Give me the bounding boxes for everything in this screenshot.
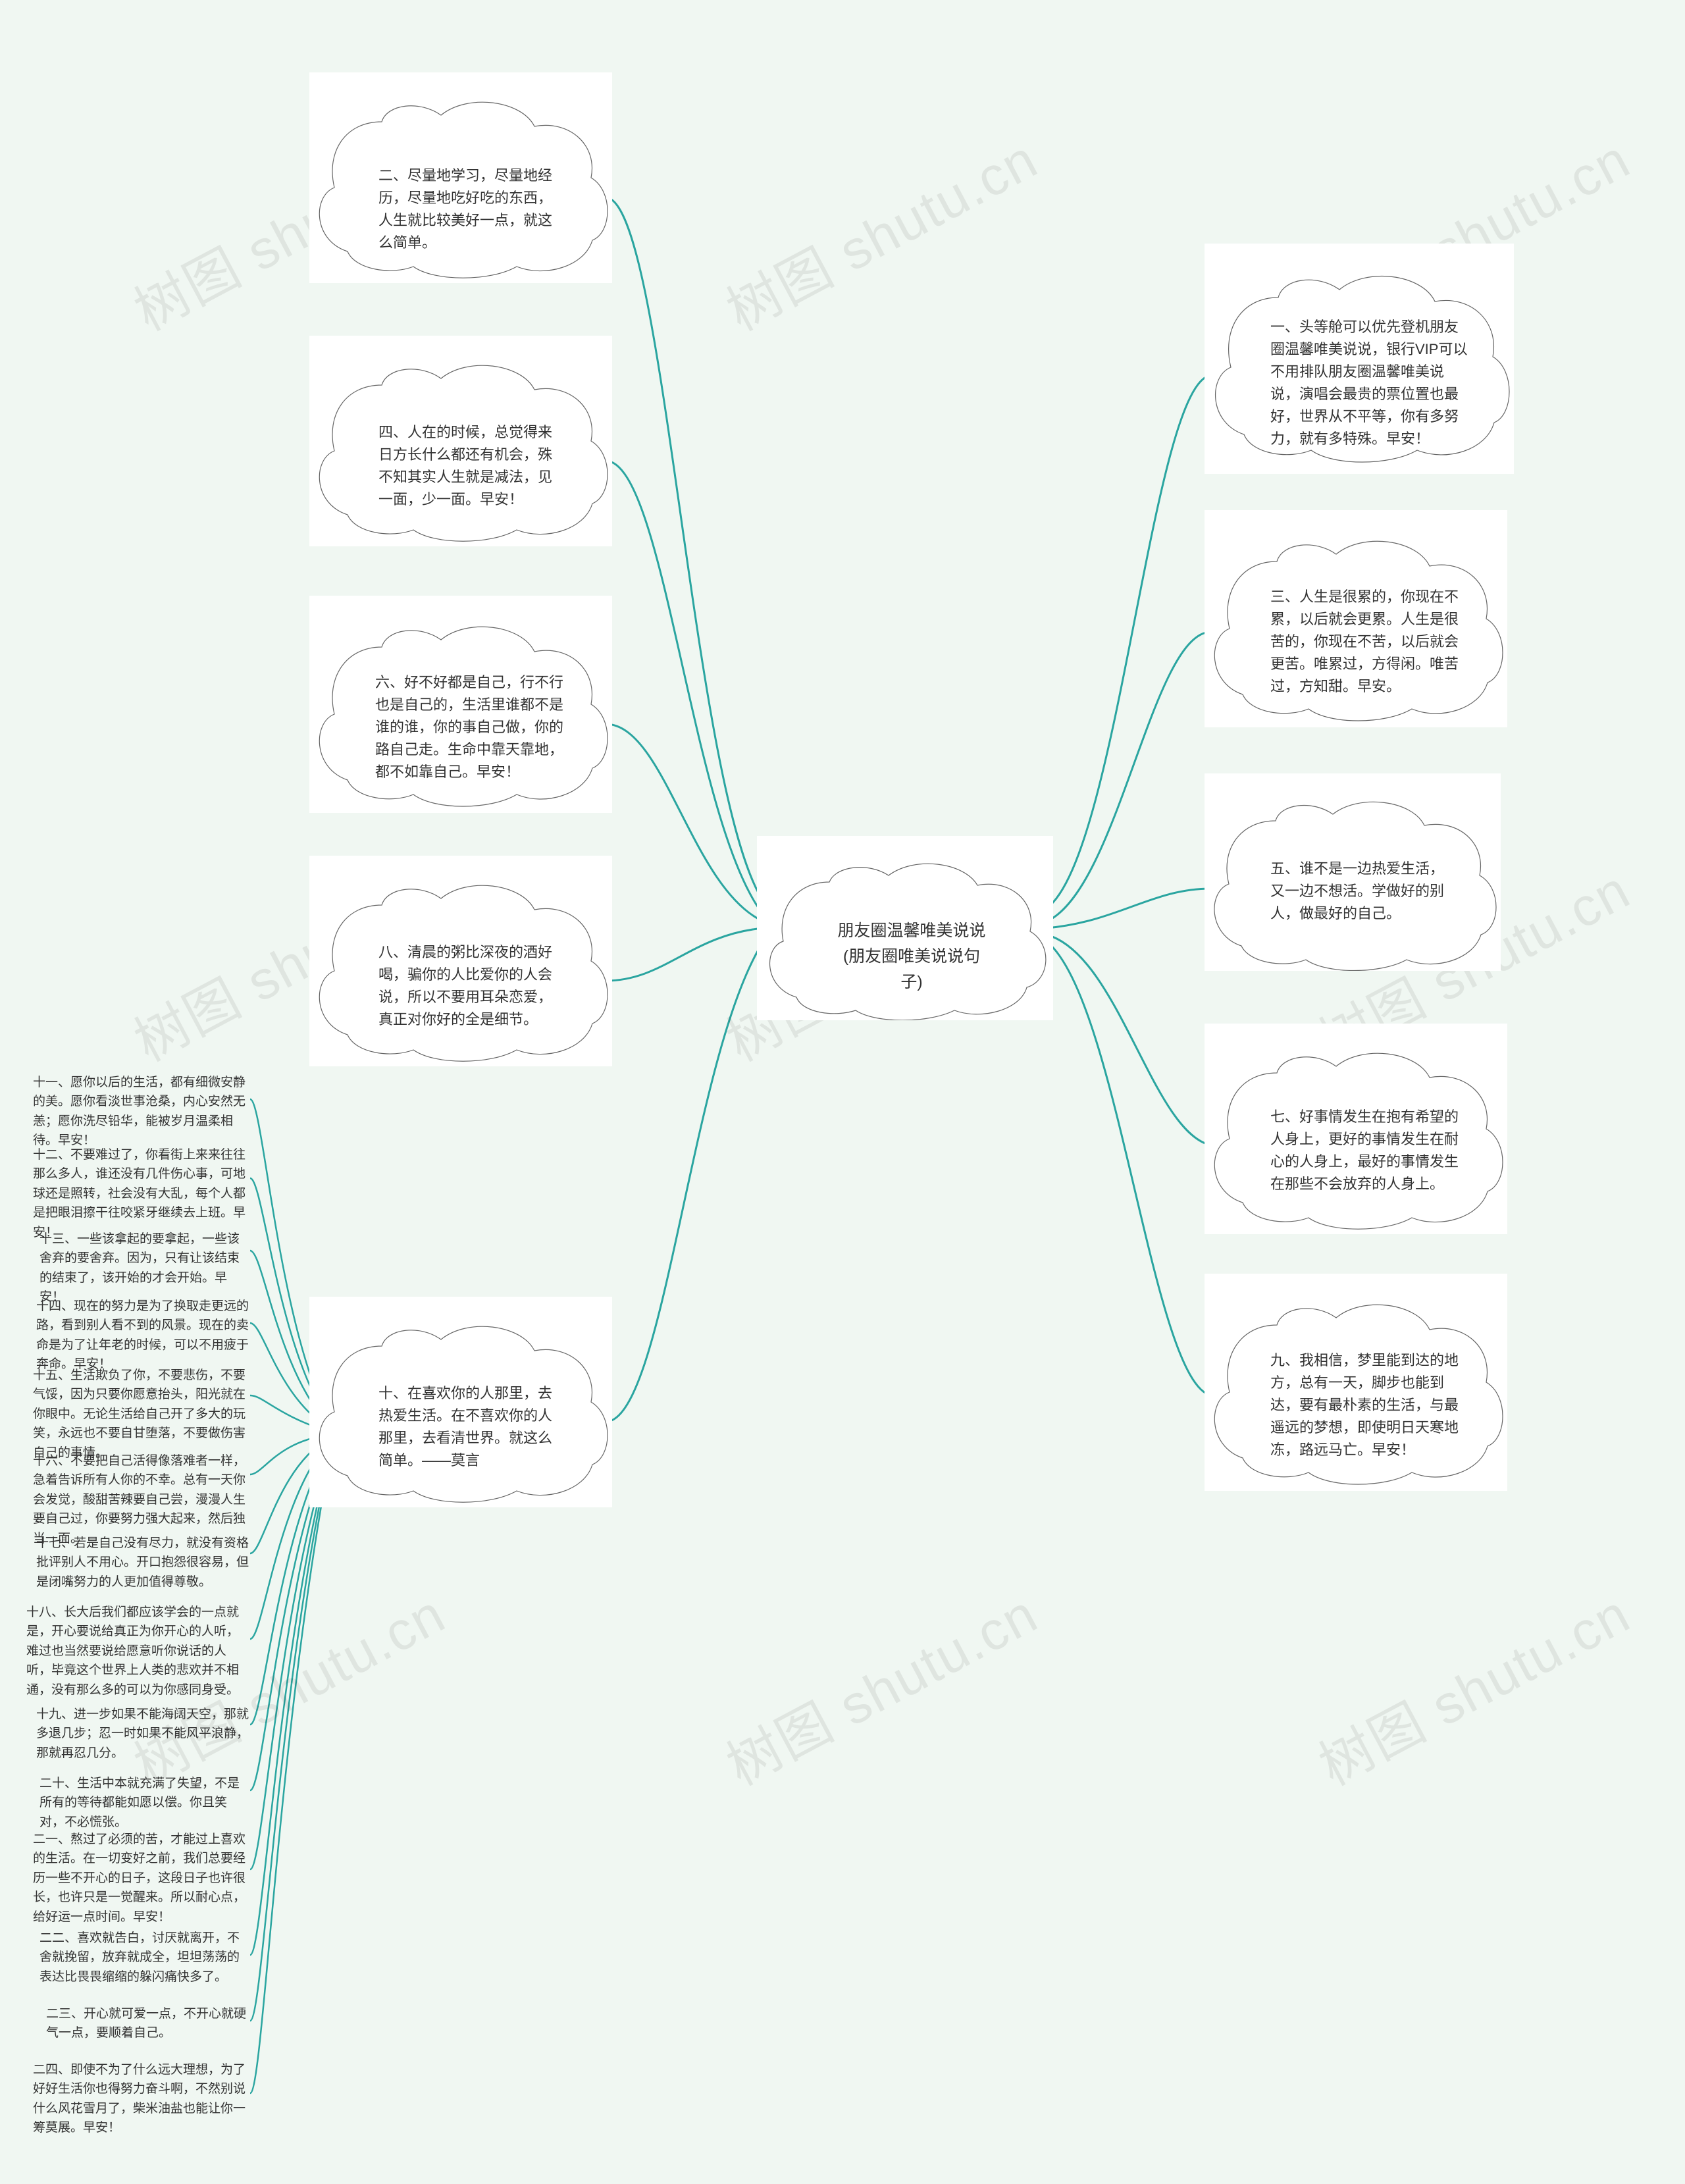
cloud-2-text: 二、尽量地学习，尽量地经历，尽量地吃好吃的东西，人生就比较美好一点，就这么简单。 xyxy=(378,165,563,254)
cloud-5: 五、谁不是一边热爱生活，又一边不想活。学做好的别人，做最好的自己。 xyxy=(1205,773,1501,971)
cloud-6-text: 六、好不好都是自己，行不行也是自己的，生活里谁都不是谁的谁，你的事自己做，你的路… xyxy=(375,671,566,783)
cloud-7-text: 七、好事情发生在抱有希望的人身上，更好的事情发生在耐心的人身上，最好的事情发生在… xyxy=(1270,1106,1461,1195)
cloud-2: 二、尽量地学习，尽量地经历，尽量地吃好吃的东西，人生就比较美好一点，就这么简单。 xyxy=(309,72,612,283)
node-20: 二十、生活中本就充满了失望，不是所有的等待都能如愿以偿。你且笑对，不必慌张。 xyxy=(39,1774,250,1832)
cloud-4: 四、人在的时候，总觉得来日方长什么都还有机会，殊不知其实人生就是减法，见一面，少… xyxy=(309,336,612,546)
cloud-9-text: 九、我相信，梦里能到达的地方，总有一天，脚步也能到达，要有最朴素的生活，与最遥远… xyxy=(1270,1349,1461,1461)
cloud-4-text: 四、人在的时候，总觉得来日方长什么都还有机会，殊不知其实人生就是减法，见一面，少… xyxy=(378,421,563,511)
cloud-7: 七、好事情发生在抱有希望的人身上，更好的事情发生在耐心的人身上，最好的事情发生在… xyxy=(1205,1024,1507,1234)
cloud-1-text: 一、头等舱可以优先登机朋友圈温馨唯美说说，银行VIP可以不用排队朋友圈温馨唯美说… xyxy=(1270,316,1468,451)
node-24: 二四、即使不为了什么远大理想，为了好好生活你也得努力奋斗啊，不然别说什么风花雪月… xyxy=(33,2060,250,2138)
cloud-8-text: 八、清晨的粥比深夜的酒好喝，骗你的人比爱你的人会说，所以不要用耳朵恋爱，真正对你… xyxy=(378,941,563,1031)
node-15: 十五、生活欺负了你，不要悲伤，不要气馁，因为只要你愿意抬头，阳光就在你眼中。无论… xyxy=(33,1366,250,1463)
cloud-9: 九、我相信，梦里能到达的地方，总有一天，脚步也能到达，要有最朴素的生活，与最遥远… xyxy=(1205,1274,1507,1491)
node-23: 二三、开心就可爱一点，不开心就硬气一点，要顺着自己。 xyxy=(46,2004,250,2043)
node-11: 十一、愿你以后的生活，都有细微安静的美。愿你看淡世事沧桑，内心安然无恙；愿你洗尽… xyxy=(33,1073,250,1151)
node-17: 十七、若是自己没有尽力，就没有资格批评别人不用心。开口抱怨很容易，但是闭嘴努力的… xyxy=(36,1534,250,1592)
watermark: 树图 shutu.cn xyxy=(1303,1571,1642,1800)
node-21: 二一、熬过了必须的苦，才能过上喜欢的生活。在一切变好之前，我们总要经历一些不开心… xyxy=(33,1830,250,1927)
node-14: 十四、现在的努力是为了换取走更远的路，看到别人看不到的风景。现在的卖命是为了让年… xyxy=(36,1297,250,1374)
node-19: 十九、进一步如果不能海阔天空，那就多退几步；忍一时如果不能风平浪静，那就再忍几分… xyxy=(36,1705,250,1763)
cloud-1: 一、头等舱可以优先登机朋友圈温馨唯美说说，银行VIP可以不用排队朋友圈温馨唯美说… xyxy=(1205,244,1514,474)
cloud-3: 三、人生是很累的，你现在不累，以后就会更累。人生是很苦的，你现在不苦，以后就会更… xyxy=(1205,510,1507,727)
cloud-6: 六、好不好都是自己，行不行也是自己的，生活里谁都不是谁的谁，你的事自己做，你的路… xyxy=(309,596,612,813)
cloud-center: 朋友圈温馨唯美说说(朋友圈唯美说说句子) xyxy=(757,836,1053,1020)
cloud-8: 八、清晨的粥比深夜的酒好喝，骗你的人比爱你的人会说，所以不要用耳朵恋爱，真正对你… xyxy=(309,856,612,1066)
cloud-10-text: 十、在喜欢你的人那里，去热爱生活。在不喜欢你的人那里，去看清世界。就这么简单。—… xyxy=(378,1382,563,1472)
node-22: 二二、喜欢就告白，讨厌就离开，不舍就挽留，放弃就成全，坦坦荡荡的表达比畏畏缩缩的… xyxy=(39,1929,250,1987)
node-18: 十八、长大后我们都应该学会的一点就是，开心要说给真正为你开心的人听，难过也当然要… xyxy=(26,1603,250,1700)
watermark: 树图 shutu.cn xyxy=(711,1571,1049,1800)
center-title: 朋友圈温馨唯美说说(朋友圈唯美说说句子) xyxy=(836,918,987,995)
watermark: 树图 shutu.cn xyxy=(711,116,1049,346)
node-13: 十三、一些该拿起的要拿起，一些该舍弃的要舍弃。因为，只有让该结束的结束了，该开始… xyxy=(39,1230,250,1307)
cloud-5-text: 五、谁不是一边热爱生活，又一边不想活。学做好的别人，做最好的自己。 xyxy=(1270,858,1455,925)
node-12: 十二、不要难过了，你看街上来来往往那么多人，谁还没有几件伤心事，可地球还是照转，… xyxy=(33,1145,250,1242)
cloud-10: 十、在喜欢你的人那里，去热爱生活。在不喜欢你的人那里，去看清世界。就这么简单。—… xyxy=(309,1297,612,1507)
cloud-3-text: 三、人生是很累的，你现在不累，以后就会更累。人生是很苦的，你现在不苦，以后就会更… xyxy=(1270,586,1461,698)
